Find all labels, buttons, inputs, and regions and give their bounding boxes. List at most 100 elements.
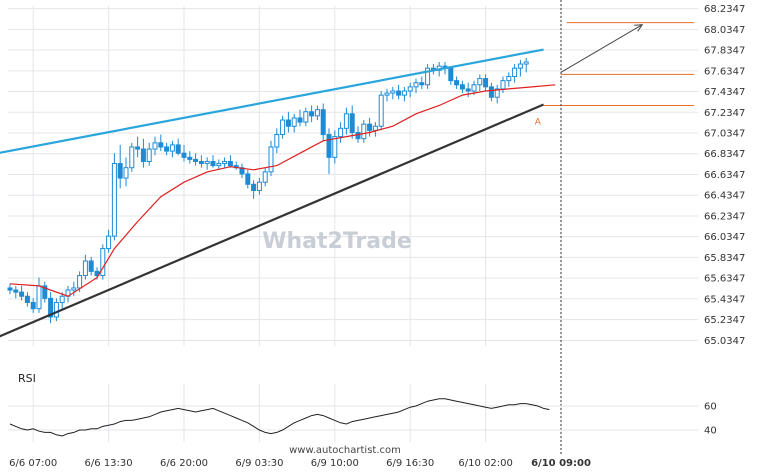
- candle-body: [355, 131, 361, 140]
- candle-body: [169, 144, 175, 152]
- candle-body: [262, 171, 268, 183]
- candle-body: [500, 80, 506, 90]
- candle-body: [477, 78, 483, 86]
- candle-body: [13, 289, 19, 293]
- candle-body: [361, 123, 367, 140]
- candle-body: [164, 146, 170, 152]
- candle-body: [140, 148, 146, 162]
- candle-body: [36, 285, 42, 310]
- candle-body: [204, 160, 210, 165]
- x-tick-label: 6/6 13:30: [85, 458, 133, 469]
- candle-body: [407, 86, 413, 92]
- candle-body: [198, 160, 204, 165]
- y-tick-label: 67.4347: [704, 87, 745, 98]
- candle-body: [222, 160, 228, 165]
- candle-body: [517, 63, 523, 69]
- y-tick-label: 65.0347: [704, 336, 745, 347]
- candle-body: [326, 134, 332, 158]
- candle-body: [280, 119, 286, 136]
- candle-body: [251, 183, 257, 192]
- candle-body: [245, 173, 251, 185]
- y-tick-label: 67.0347: [704, 129, 745, 140]
- candle-body: [42, 285, 48, 299]
- y-tick-label: 68.2347: [704, 4, 745, 15]
- candle-body: [48, 297, 54, 318]
- candle-body: [320, 109, 326, 136]
- candle-body: [24, 295, 30, 303]
- candle-body: [419, 82, 425, 86]
- candle-body: [111, 163, 117, 237]
- candle-body: [7, 287, 13, 291]
- candle-body: [367, 123, 373, 131]
- candle-body: [309, 111, 315, 117]
- candle-body: [523, 61, 529, 65]
- candle-body: [193, 158, 199, 162]
- forecast-arrow-head: [634, 24, 644, 32]
- y-tick-label: 65.6347: [704, 274, 745, 285]
- x-axis-ticks: 6/6 07:00 6/6 13:30 6/6 20:00 6/9 03:30 6/9 …: [9, 458, 591, 469]
- candle-body: [77, 275, 83, 289]
- candle-body: [512, 67, 518, 77]
- candle-body: [483, 78, 489, 88]
- candle-body: [274, 134, 280, 148]
- candle-body: [459, 84, 465, 90]
- candle-body: [332, 136, 338, 158]
- candle-body: [181, 152, 187, 158]
- candle-body: [506, 75, 512, 82]
- ma-line: [9, 84, 556, 297]
- candle-body: [210, 160, 216, 167]
- candle-body: [158, 142, 164, 148]
- candle-body: [152, 142, 158, 150]
- candle-body: [384, 92, 390, 96]
- candle-body: [465, 88, 471, 92]
- candle-body: [471, 84, 477, 92]
- candle-body: [227, 160, 233, 167]
- point-label: A: [535, 118, 542, 128]
- support-line: [0, 103, 545, 338]
- candle-body: [390, 90, 396, 94]
- resistance-line: [0, 48, 544, 154]
- x-tick-label: 6/6 07:00: [9, 458, 57, 469]
- source-text: www.autochartist.com: [289, 445, 401, 456]
- candle-body: [146, 148, 152, 162]
- candle-body: [268, 146, 274, 173]
- candle-body: [256, 181, 262, 192]
- candle-body: [71, 287, 77, 291]
- candle-body: [106, 235, 112, 250]
- y-axis-ticks: 68.2347 68.0347 67.8347 67.6347 67.4347 67.23…: [704, 4, 745, 347]
- candle-body: [82, 260, 88, 277]
- candle-body: [135, 146, 141, 150]
- y-tick-label: 67.2347: [704, 108, 745, 119]
- candle-body: [117, 163, 123, 179]
- candle-body: [30, 301, 36, 310]
- candle-body: [59, 295, 65, 303]
- candle-body: [494, 88, 500, 98]
- candle-body: [291, 117, 297, 127]
- candle-body: [413, 82, 419, 88]
- y-tick-label: 65.2347: [704, 315, 745, 326]
- pattern-lines: A: [0, 0, 694, 455]
- candle-body: [129, 146, 135, 169]
- candle-body: [297, 117, 303, 123]
- candle-body: [338, 127, 344, 138]
- candle-body: [123, 167, 129, 179]
- candle-body: [372, 125, 378, 131]
- y-tick-label: 65.8347: [704, 253, 745, 264]
- candle-body: [187, 156, 193, 160]
- y-tick-label: 66.6347: [704, 170, 745, 181]
- candle-body: [378, 94, 384, 127]
- y-tick-label: 66.2347: [704, 211, 745, 222]
- candle-body: [285, 119, 291, 127]
- candle-body: [401, 90, 407, 96]
- rsi-title: RSI: [18, 372, 36, 385]
- candle-body: [19, 291, 25, 297]
- candle-body: [314, 109, 320, 117]
- rsi-panel: RSI 60 40: [8, 372, 717, 437]
- watermark-text: What2Trade: [262, 229, 412, 254]
- candle-body: [100, 248, 106, 277]
- x-tick-label: 6/10 02:00: [458, 458, 512, 469]
- candle-body: [88, 260, 94, 272]
- candle-body: [175, 144, 181, 154]
